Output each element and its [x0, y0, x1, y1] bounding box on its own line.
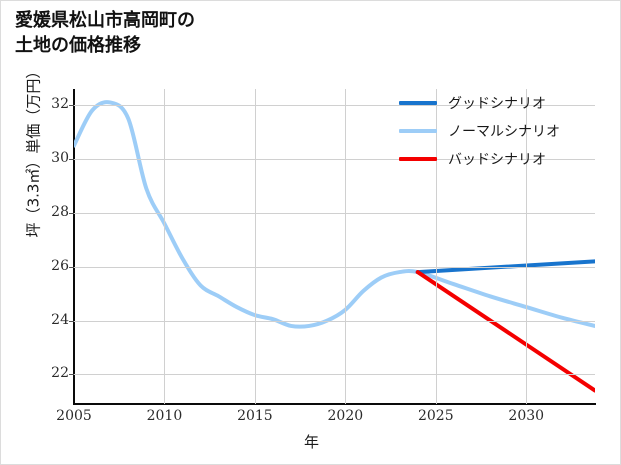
legend-item-bad[interactable]: バッドシナリオ	[399, 145, 609, 173]
gridline-horizontal	[74, 159, 595, 160]
legend-item-normal[interactable]: ノーマルシナリオ	[399, 117, 609, 145]
gridline-horizontal	[74, 374, 595, 376]
gridline-vertical	[254, 89, 256, 404]
y-tick-mark	[69, 105, 74, 107]
x-axis-label: 年	[303, 433, 319, 451]
y-axis-line	[73, 89, 75, 405]
gridline-vertical	[164, 89, 166, 404]
legend-label-bad: バッドシナリオ	[448, 152, 546, 168]
page-title: 愛媛県松山市高岡町の 土地の価格推移	[15, 10, 195, 56]
gridline-vertical	[526, 89, 528, 404]
legend-label-good: グッドシナリオ	[448, 96, 546, 112]
gridline-vertical	[345, 89, 347, 404]
y-tick-mark	[69, 320, 74, 322]
y-tick-label: 28	[51, 203, 69, 220]
x-axis-ticks: 2005 2010 2015 2020 2025 2030	[56, 408, 595, 428]
x-tick-label: 2005	[56, 408, 92, 424]
x-tick-label: 2010	[146, 408, 183, 424]
legend-swatch-bad	[399, 157, 437, 161]
y-tick-mark	[69, 212, 74, 214]
legend-swatch-normal	[399, 129, 437, 133]
x-tick-label: 2025	[417, 408, 454, 424]
series-line-normal	[74, 100, 595, 329]
y-tick-mark	[69, 266, 74, 268]
legend-swatch-good	[399, 101, 437, 105]
y-tick-mark	[69, 159, 74, 160]
y-tick-label: 32	[51, 96, 69, 113]
x-tick-label: 2015	[237, 408, 273, 424]
plot-area	[74, 89, 595, 404]
y-tick-label: 30	[51, 150, 69, 166]
series-line-bad	[415, 270, 595, 393]
y-tick-mark	[69, 374, 74, 376]
y-tick-label: 24	[51, 311, 69, 328]
y-tick-label: 22	[51, 365, 69, 382]
gridline-horizontal	[74, 105, 595, 107]
gridline-horizontal	[74, 266, 595, 268]
legend-label-normal: ノーマルシナリオ	[448, 124, 560, 140]
gridline-horizontal	[74, 212, 595, 214]
x-tick-label: 2030	[508, 408, 545, 424]
y-axis-label: 坪（3.3㎡）単価（万円）	[24, 63, 43, 238]
x-axis-line	[73, 403, 596, 405]
y-axis-ticks: 22 24 26 28 30 32	[25, 89, 74, 404]
gridline-horizontal	[74, 320, 595, 322]
chart-legend: グッドシナリオ ノーマルシナリオ バッドシナリオ	[399, 89, 609, 173]
y-tick-label: 26	[51, 257, 69, 274]
legend-item-good[interactable]: グッドシナリオ	[399, 89, 609, 117]
gridline-vertical	[435, 89, 437, 404]
x-tick-label: 2020	[327, 408, 364, 424]
